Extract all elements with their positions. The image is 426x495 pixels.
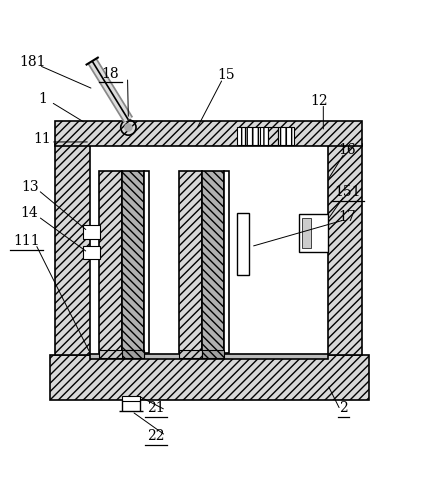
Bar — [90, 354, 327, 359]
Bar — [121, 350, 144, 358]
Bar — [301, 218, 310, 248]
Bar — [179, 350, 201, 358]
Text: 14: 14 — [21, 206, 38, 220]
Bar — [244, 128, 252, 146]
Bar — [201, 171, 223, 353]
Text: 181: 181 — [19, 55, 46, 69]
Bar — [252, 128, 259, 146]
Bar — [122, 396, 140, 401]
Text: 21: 21 — [147, 401, 164, 415]
Bar — [99, 171, 121, 353]
Bar — [278, 128, 285, 146]
Bar — [236, 128, 244, 146]
Text: 13: 13 — [21, 180, 38, 194]
Text: 1: 1 — [38, 93, 47, 106]
Bar — [298, 214, 327, 252]
Bar — [83, 246, 100, 259]
Bar — [99, 350, 144, 358]
Bar — [55, 121, 362, 146]
Text: 15: 15 — [217, 68, 235, 82]
Bar — [179, 171, 201, 353]
Bar — [327, 144, 362, 355]
Bar — [267, 128, 278, 146]
Text: 12: 12 — [310, 94, 327, 108]
Text: 17: 17 — [338, 210, 356, 224]
Bar — [201, 350, 223, 358]
Bar — [49, 355, 368, 400]
Text: 151: 151 — [334, 185, 360, 199]
Text: 22: 22 — [147, 429, 164, 443]
Bar — [55, 144, 90, 355]
Text: 11: 11 — [34, 132, 51, 146]
Text: 111: 111 — [13, 234, 40, 248]
Bar — [144, 171, 148, 353]
Text: 16: 16 — [338, 143, 356, 156]
Bar — [285, 128, 293, 146]
Bar — [121, 171, 144, 353]
Text: 18: 18 — [101, 67, 119, 81]
Bar — [83, 225, 100, 239]
Circle shape — [124, 123, 132, 132]
Bar — [259, 128, 267, 146]
Bar — [223, 171, 228, 353]
Text: 2: 2 — [338, 401, 347, 415]
Bar — [236, 213, 248, 275]
